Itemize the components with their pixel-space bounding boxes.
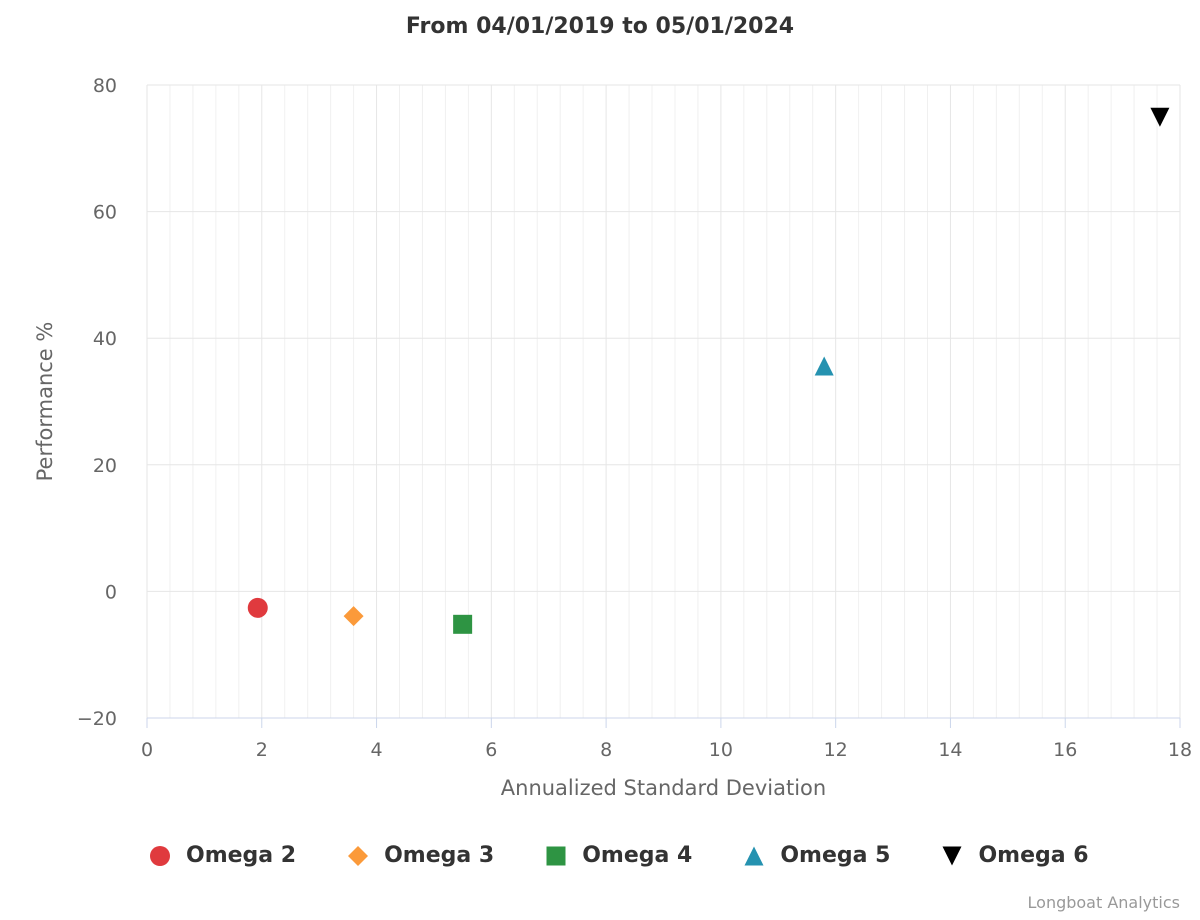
legend-item-omega-2[interactable]: Omega 2 xyxy=(148,843,296,868)
x-tick-label: 16 xyxy=(1053,739,1077,761)
triangle-up-icon xyxy=(744,846,764,865)
data-point-omega-3 xyxy=(343,606,364,627)
y-tick-label: 60 xyxy=(93,202,117,224)
chart-title: From 04/01/2019 to 05/01/2024 xyxy=(405,14,795,39)
tick-labels: 0 2 4 6 8 10 12 14 16 18 −20 0 20 40 60 80 xyxy=(77,75,1192,761)
square-icon xyxy=(546,846,566,865)
x-tick-label: 10 xyxy=(709,739,733,761)
scatter-plot: 0 2 4 6 8 10 12 14 16 18 −20 0 20 40 60 80 Annualized S… xyxy=(33,75,1192,800)
x-tick-label: 12 xyxy=(824,739,848,761)
legend-symbol xyxy=(744,846,764,865)
legend-item-omega-3[interactable]: Omega 3 xyxy=(346,843,494,868)
legend-label: Omega 2 xyxy=(186,843,297,868)
legend-item-omega-6[interactable]: Omega 6 xyxy=(940,843,1089,868)
data-point-omega-4 xyxy=(453,614,473,634)
legend: Omega 2 Omega 3 Omega 4 Omega 5 Omega 6 xyxy=(148,843,1139,868)
data-point-omega-5 xyxy=(814,356,834,376)
legend-symbol xyxy=(150,845,170,866)
major-grid xyxy=(146,84,1181,719)
data-point-omega-2 xyxy=(247,597,268,618)
triangle-down-icon xyxy=(942,846,962,865)
y-tick-label: 80 xyxy=(93,75,117,97)
credits-link[interactable]: Longboat Analytics xyxy=(1027,893,1180,912)
legend-symbol xyxy=(546,846,566,865)
legend-label: Omega 6 xyxy=(978,843,1089,868)
axes xyxy=(146,717,1181,728)
circle-icon xyxy=(150,845,170,866)
x-tick-label: 18 xyxy=(1168,739,1192,761)
legend-item-omega-4[interactable]: Omega 4 xyxy=(544,843,692,868)
x-tick-label: 6 xyxy=(485,739,497,761)
legend-symbol xyxy=(942,846,962,865)
x-axis-title: Annualized Standard Deviation xyxy=(501,776,826,800)
minor-grid xyxy=(169,85,1158,718)
diamond-icon xyxy=(348,845,369,866)
x-tick-label: 2 xyxy=(256,739,268,761)
legend-label: Omega 5 xyxy=(780,843,891,868)
y-tick-label: −20 xyxy=(77,708,117,730)
data-points xyxy=(247,107,1170,634)
y-tick-label: 0 xyxy=(105,581,117,603)
legend-item-omega-5[interactable]: Omega 5 xyxy=(742,843,890,868)
legend-label: Omega 3 xyxy=(384,843,495,868)
x-tick-label: 8 xyxy=(600,739,612,761)
y-tick-label: 40 xyxy=(93,328,117,350)
y-tick-label: 20 xyxy=(93,455,117,477)
y-axis-title: Performance % xyxy=(33,322,57,482)
x-tick-label: 14 xyxy=(938,739,962,761)
data-point-omega-6 xyxy=(1150,107,1170,127)
legend-label: Omega 4 xyxy=(582,843,693,868)
legend-symbol xyxy=(348,845,369,866)
x-tick-label: 4 xyxy=(371,739,383,761)
x-tick-label: 0 xyxy=(141,739,153,761)
